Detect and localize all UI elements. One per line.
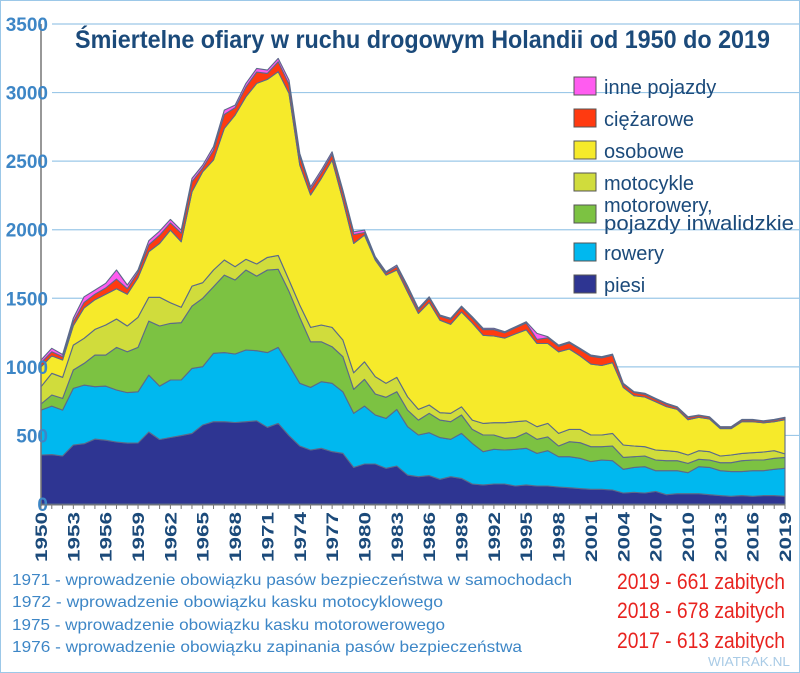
legend-item-motorowery: motorowery, pojazdy inwalidzkie [573, 195, 794, 235]
note-1976: 1976 - wprowadzenie obowiązku zapinania … [12, 639, 522, 656]
total-2018: 2018 - 678 zabitych [617, 598, 785, 623]
x-tick-label: 2019 [776, 512, 795, 562]
legend-label: inne pojazdy [604, 77, 716, 99]
x-tick-label: 1968 [226, 512, 245, 562]
legend-swatch [573, 140, 597, 160]
x-tick-label: 2013 [711, 512, 730, 562]
x-tick-label: 1986 [420, 512, 439, 562]
chart-title: Śmiertelne ofiary w ruchu drogowym Holan… [75, 24, 770, 54]
x-tick-label: 1962 [161, 512, 180, 562]
x-tick-label: 2004 [614, 511, 633, 562]
note-1972: 1972 - wprowadzenie obowiązku kasku moto… [12, 594, 443, 611]
total-2017: 2017 - 613 zabitych [617, 628, 785, 653]
x-tick-label: 2007 [647, 512, 666, 562]
x-tick-label: 1965 [194, 512, 213, 562]
x-tick-label: 1974 [291, 511, 310, 562]
y-tick-label: 1000 [6, 358, 48, 379]
legend-label: ciężarowe [604, 109, 694, 131]
legend-swatch [573, 108, 597, 128]
x-tick-label: 1998 [550, 512, 569, 562]
y-tick-label: 500 [16, 426, 48, 447]
x-tick-label: 2001 [582, 512, 601, 562]
x-tick-label: 1977 [323, 512, 342, 562]
legend-label: piesi [604, 275, 645, 297]
legend-item-motocykle: motocykle [573, 172, 694, 195]
legend-item-inne-pojazdy: inne pojazdy [573, 76, 716, 99]
legend-swatch [573, 242, 597, 262]
x-tick-label: 1956 [97, 512, 116, 562]
x-tick-label: 1992 [485, 512, 504, 562]
legend-label: motorowery, [604, 195, 713, 217]
legend-label: motocykle [604, 173, 694, 195]
legend-item-piesi: piesi [573, 274, 645, 297]
legend-label: rowery [604, 243, 664, 265]
x-tick-label: 1950 [32, 512, 51, 562]
x-tick-label: 1980 [355, 512, 374, 562]
total-2019: 2019 - 661 zabitych [617, 569, 785, 594]
legend: inne pojazdy ciężarowe osobowe motocykle… [573, 76, 794, 297]
y-tick-label: 3500 [6, 15, 48, 36]
notes: 1971 - wprowadzenie obowiązku pasów bezp… [12, 572, 572, 656]
legend-label: pojazdy inwalidzkie [604, 213, 794, 235]
totals: 2019 - 661 zabitych 2018 - 678 zabitych … [617, 569, 785, 653]
area-layers [40, 57, 786, 505]
note-1975: 1975 - wprowadzenie obowiązku kasku moto… [12, 617, 445, 634]
watermark: WIATRAK.NL [708, 654, 790, 669]
x-tick-label: 1983 [388, 512, 407, 562]
x-tick-label: 1989 [453, 512, 472, 562]
x-tick-label: 1953 [64, 512, 83, 562]
y-tick-label: 3000 [6, 84, 48, 105]
x-tick-label: 2010 [679, 512, 698, 562]
x-tick-label: 2016 [744, 512, 763, 562]
legend-swatch [573, 204, 597, 224]
legend-swatch [573, 172, 597, 192]
y-tick-label: 1500 [6, 289, 48, 310]
legend-item-rowery: rowery [573, 242, 664, 265]
x-tick-labels: 1950 1953 1956 1959 1962 1965 1968 1971 1974 1977… [32, 504, 795, 562]
legend-label: osobowe [604, 141, 684, 163]
note-1971: 1971 - wprowadzenie obowiązku pasów bezp… [12, 572, 572, 589]
y-tick-label: 2000 [6, 221, 48, 242]
x-tick-label: 1971 [258, 512, 277, 562]
legend-item-osobowe: osobowe [573, 140, 684, 163]
y-tick-label: 2500 [6, 152, 48, 173]
legend-swatch [573, 274, 597, 294]
x-tick-label: 1995 [517, 512, 536, 562]
area-inne-pojazdy [40, 57, 786, 428]
legend-item-ciezarowe: ciężarowe [573, 108, 694, 131]
legend-swatch [573, 76, 597, 96]
x-tick-label: 1959 [129, 512, 148, 562]
